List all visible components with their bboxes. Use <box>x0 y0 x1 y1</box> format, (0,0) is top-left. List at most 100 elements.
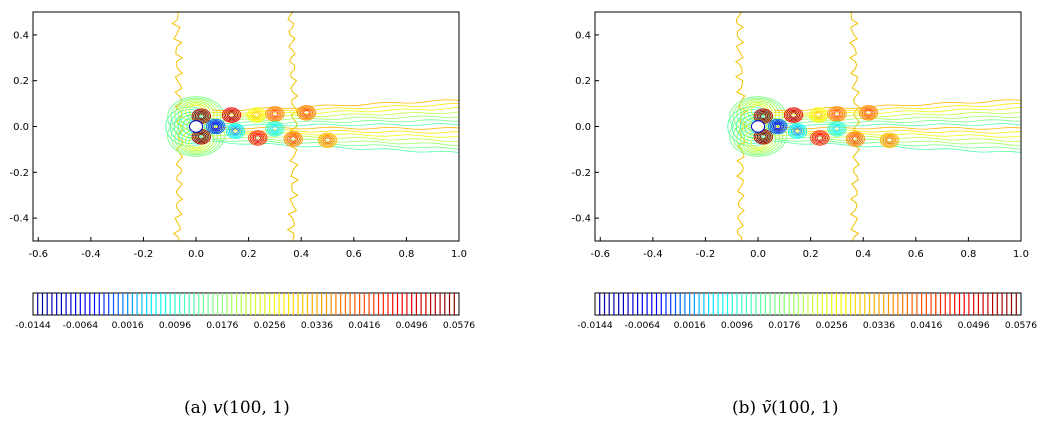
contour-vortex <box>810 108 827 122</box>
contour-vortex <box>299 107 313 118</box>
contour-vortex <box>226 111 237 120</box>
contour-vortex <box>756 111 770 122</box>
y-tick-label: 0.2 <box>575 76 591 87</box>
contour-vortex <box>758 132 769 141</box>
contour-vortex <box>248 130 268 146</box>
panel-a: -0.6 -0.4 -0.2 0.0 0.2 0.4 0.6 0.8 1.0 0.4 0.2 0.0 -… <box>0 0 500 427</box>
contour-vortex <box>772 122 783 131</box>
contour-vortex <box>268 108 282 120</box>
colorbar: -0.0144 -0.0064 0.0016 0.0096 0.0176 0.0256 0.… <box>577 292 1037 331</box>
contour-vortex <box>317 132 338 148</box>
contour-vortex <box>249 131 266 145</box>
y-tick-label: 0.0 <box>13 122 29 133</box>
contour-vortex <box>209 121 223 132</box>
colorbar-tick-label: 0.0336 <box>863 320 895 331</box>
contour-vortex <box>810 130 830 146</box>
contour-vortex <box>271 126 279 132</box>
contour-vortex <box>833 111 841 117</box>
contour-vortex <box>223 108 240 122</box>
colorbar-tick-label: 0.0576 <box>443 320 475 331</box>
contour-vortex <box>298 106 315 120</box>
contour-vortex <box>814 133 825 142</box>
colorbar-tick-label: 0.0176 <box>206 320 238 331</box>
x-tick-label: 1.0 <box>451 249 467 260</box>
contour-vortex <box>207 120 224 133</box>
contour-vortex <box>324 137 331 143</box>
contour-vortex <box>847 132 864 146</box>
contour-upstream <box>735 111 772 142</box>
contour-vortex <box>303 110 310 116</box>
contour-vortex <box>288 135 299 144</box>
x-tick-label: -0.2 <box>696 249 716 260</box>
contour-wake <box>211 99 459 112</box>
contour-vortex <box>289 136 297 142</box>
x-tick-label: 0.2 <box>803 249 819 260</box>
contour-vortex <box>755 109 772 123</box>
contour-vortex <box>270 124 280 133</box>
contour-vortex <box>787 123 808 139</box>
colorbar-tick-label: 0.0336 <box>301 320 333 331</box>
contour-vortex <box>858 105 879 121</box>
colorbar-tick-label: 0.0576 <box>1005 320 1037 331</box>
contour-vortex <box>883 135 897 146</box>
contour-vortex <box>881 133 898 147</box>
contour-zero-right <box>848 12 861 241</box>
contour-vortex <box>884 136 895 145</box>
contour-vortex <box>790 125 804 137</box>
contour-wake <box>211 123 459 127</box>
contour-vortex <box>322 136 333 145</box>
x-tick-label: -0.4 <box>81 249 101 260</box>
contour-plot-b: -0.6 -0.4 -0.2 0.0 0.2 0.4 0.6 0.8 1.0 0.4 0.2 0.0 -… <box>571 11 1037 331</box>
y-tick-label: -0.4 <box>571 214 591 225</box>
caption-a-label: (a) <box>184 398 208 418</box>
contour-vortex <box>225 123 246 139</box>
contour-vortex <box>812 109 826 121</box>
cylinder-body <box>750 120 766 133</box>
contour-vortex <box>193 109 210 123</box>
contour-vortex <box>250 109 264 121</box>
contour-vortex <box>266 107 284 121</box>
contour-vortex <box>196 112 207 121</box>
contour-vortex <box>828 107 846 121</box>
contour-vortex <box>225 109 239 121</box>
contour-vortex <box>790 112 797 118</box>
colorbar-tick-label: 0.0096 <box>721 320 753 331</box>
contour-vortex <box>228 125 242 137</box>
contour-vortex <box>758 112 769 121</box>
contour-vortex <box>845 131 865 147</box>
contour-wake <box>773 128 1021 134</box>
contour-vortex <box>774 123 782 130</box>
colorbar-tick-label: 0.0416 <box>348 320 380 331</box>
contour-vortex <box>832 109 842 118</box>
contour-vortex <box>265 121 285 137</box>
contour-vortex <box>827 106 847 122</box>
contour-vortex <box>227 124 244 138</box>
contour-vortex <box>759 113 767 119</box>
contour-vortex <box>783 107 804 123</box>
x-tick-label: 0.4 <box>293 249 309 260</box>
contour-vortex <box>813 111 824 120</box>
contour-vortex <box>251 132 265 144</box>
contour-vortex <box>270 109 280 118</box>
x-tick-label: 0.0 <box>750 249 766 260</box>
contour-vortex <box>813 132 827 144</box>
contour-zero-right <box>286 12 300 241</box>
x-tick-label: 0.6 <box>908 249 924 260</box>
colorbar-tick-label: 0.0496 <box>958 320 990 331</box>
contour-vortex <box>769 120 786 133</box>
y-tick-label: -0.2 <box>9 168 29 179</box>
contour-vortex <box>221 107 242 123</box>
contour-vortex <box>851 136 859 142</box>
colorbar-tick-label: -0.0144 <box>15 320 51 331</box>
contour-wake <box>211 119 459 125</box>
x-tick-label: -0.4 <box>643 249 663 260</box>
colorbar-tick-label: -0.0064 <box>625 320 661 331</box>
contour-vortex <box>194 111 208 122</box>
contour-vortex <box>789 124 806 138</box>
contour-wake <box>773 123 1021 127</box>
y-tick-label: 0.0 <box>575 122 591 133</box>
contour-wake <box>773 119 1021 125</box>
contour-vortex <box>830 108 844 120</box>
colorbar-tick-label: 0.0496 <box>396 320 428 331</box>
caption-a-symbol: v <box>212 398 223 418</box>
